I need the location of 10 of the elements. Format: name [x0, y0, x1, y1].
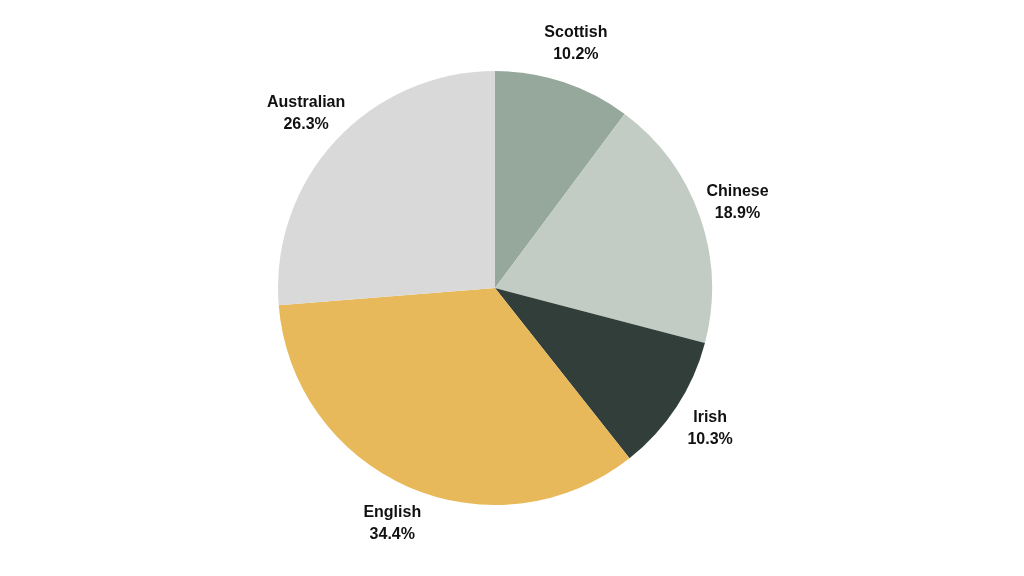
data-label: 18.9%	[714, 204, 761, 222]
slice-label: Australian	[267, 93, 346, 111]
slice-label: English	[363, 502, 422, 520]
data-label: 34.4%	[369, 524, 415, 542]
data-label: 10.2%	[553, 45, 599, 63]
data-label: 10.3%	[687, 430, 733, 448]
data-label: 26.3%	[283, 115, 329, 133]
slice-label: Irish	[693, 408, 727, 426]
slice-label: Chinese	[706, 182, 769, 200]
slice-label: Scottish	[544, 23, 608, 41]
